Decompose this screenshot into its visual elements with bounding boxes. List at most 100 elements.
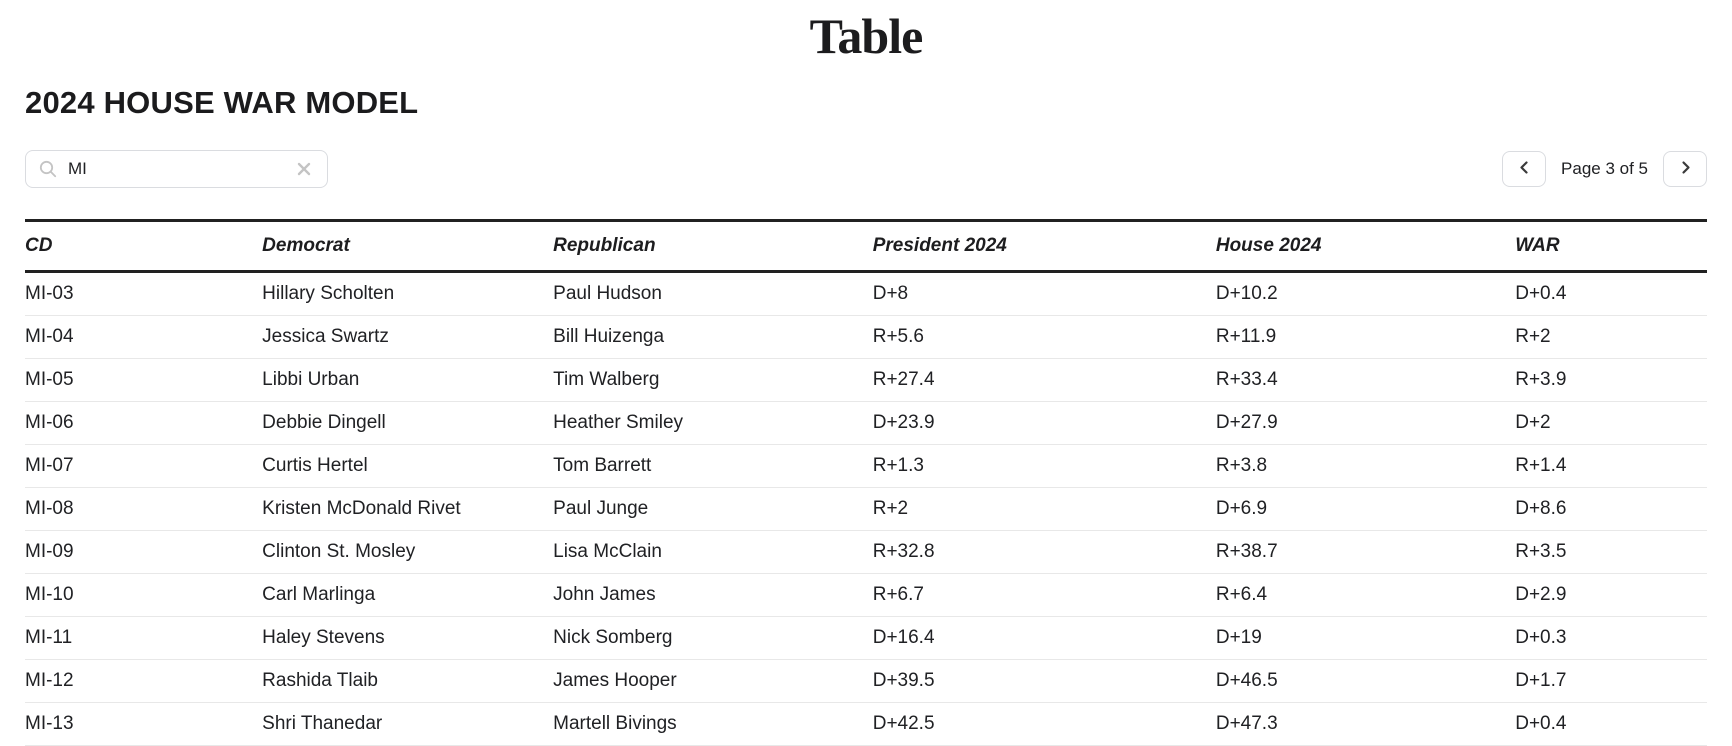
cell-republican: Heather Smiley	[553, 401, 873, 445]
cell-republican: Tim Walberg	[553, 358, 873, 402]
cell-cd: MI-13	[25, 702, 263, 746]
page-title: 2024 HOUSE WAR MODEL	[25, 85, 419, 120]
cell-war: R+1.4	[1515, 444, 1707, 488]
cell-war: D+2.9	[1515, 573, 1707, 617]
table-row: MI-13 Shri Thanedar Martell Bivings D+42.5 D…	[25, 702, 1707, 746]
cell-democrat: Kristen McDonald Rivet	[262, 487, 554, 531]
column-header-cd: CD	[25, 219, 263, 273]
prev-page-button[interactable]	[1502, 151, 1547, 187]
main-content: 2024 HOUSE WAR MODEL	[25, 86, 1707, 746]
column-header-president-2024: President 2024	[872, 219, 1216, 273]
cell-cd: MI-11	[25, 616, 263, 660]
cell-president-2024: R+6.7	[872, 573, 1216, 617]
cell-cd: MI-08	[25, 487, 263, 531]
column-header-war: WAR	[1515, 219, 1707, 273]
cell-house-2024: D+6.9	[1215, 487, 1516, 531]
cell-democrat: Rashida Tlaib	[262, 659, 554, 703]
cell-war: R+2	[1515, 315, 1707, 359]
table-row: MI-09 Clinton St. Mosley Lisa McClain R+32.…	[25, 530, 1707, 574]
cell-house-2024: R+11.9	[1215, 315, 1516, 359]
column-header-democrat: Democrat	[262, 219, 554, 273]
cell-cd: MI-10	[25, 573, 263, 617]
cell-house-2024: R+3.8	[1215, 444, 1516, 488]
cell-war: D+0.4	[1515, 702, 1707, 746]
cell-republican: Paul Hudson	[553, 271, 873, 316]
cell-president-2024: R+27.4	[872, 358, 1216, 402]
cell-president-2024: D+8	[872, 271, 1216, 316]
cell-cd: MI-04	[25, 315, 263, 359]
cell-democrat: Jessica Swartz	[262, 315, 554, 359]
column-header-republican: Republican	[553, 219, 873, 273]
cell-republican: Martell Bivings	[553, 702, 873, 746]
clear-search-button[interactable]	[293, 158, 315, 180]
cell-democrat: Clinton St. Mosley	[262, 530, 554, 574]
masthead: Table	[0, 0, 1732, 64]
cell-war: D+1.7	[1515, 659, 1707, 703]
table-row: MI-07 Curtis Hertel Tom Barrett R+1.3 R+3.8 R…	[25, 444, 1707, 488]
chevron-right-icon	[1678, 160, 1693, 178]
cell-house-2024: D+27.9	[1215, 401, 1516, 445]
cell-president-2024: D+42.5	[872, 702, 1216, 746]
cell-cd: MI-03	[25, 271, 263, 316]
cell-republican: Lisa McClain	[553, 530, 873, 574]
table-row: MI-06 Debbie Dingell Heather Smiley D+23.9 D…	[25, 401, 1707, 445]
table-header-row: CD Democrat Republican President 2024 House …	[25, 219, 1707, 273]
cell-war: R+3.5	[1515, 530, 1707, 574]
chevron-left-icon	[1517, 160, 1532, 178]
cell-president-2024: D+16.4	[872, 616, 1216, 660]
search-input[interactable]	[68, 159, 293, 179]
cell-house-2024: R+38.7	[1215, 530, 1516, 574]
x-clear-icon	[295, 160, 313, 178]
cell-war: D+0.4	[1515, 271, 1707, 316]
cell-president-2024: R+5.6	[872, 315, 1216, 359]
table-row: MI-11 Haley Stevens Nick Somberg D+16.4 D+19…	[25, 616, 1707, 660]
search-box[interactable]	[25, 150, 328, 188]
table-row: MI-12 Rashida Tlaib James Hooper D+39.5 D+46…	[25, 659, 1707, 703]
cell-war: D+8.6	[1515, 487, 1707, 531]
cell-democrat: Shri Thanedar	[262, 702, 554, 746]
cell-democrat: Curtis Hertel	[262, 444, 554, 488]
cell-war: R+3.9	[1515, 358, 1707, 402]
table-row: MI-10 Carl Marlinga John James R+6.7 R+6.4 D+…	[25, 573, 1707, 617]
cell-republican: Tom Barrett	[553, 444, 873, 488]
cell-president-2024: R+32.8	[872, 530, 1216, 574]
cell-cd: MI-12	[25, 659, 263, 703]
cell-republican: Nick Somberg	[553, 616, 873, 660]
cell-republican: James Hooper	[553, 659, 873, 703]
pagination: Page 3 of 5	[1502, 151, 1707, 187]
cell-president-2024: D+23.9	[872, 401, 1216, 445]
site-logo: Table	[809, 8, 924, 64]
cell-cd: MI-09	[25, 530, 263, 574]
table-row: MI-08 Kristen McDonald Rivet Paul Junge R+2…	[25, 487, 1707, 531]
cell-democrat: Debbie Dingell	[262, 401, 554, 445]
cell-house-2024: D+19	[1215, 616, 1516, 660]
cell-cd: MI-07	[25, 444, 263, 488]
cell-republican: John James	[553, 573, 873, 617]
cell-democrat: Carl Marlinga	[262, 573, 554, 617]
cell-war: D+0.3	[1515, 616, 1707, 660]
war-model-table: CD Democrat Republican President 2024 House …	[25, 219, 1707, 746]
cell-house-2024: R+6.4	[1215, 573, 1516, 617]
cell-republican: Bill Huizenga	[553, 315, 873, 359]
cell-cd: MI-05	[25, 358, 263, 402]
cell-republican: Paul Junge	[553, 487, 873, 531]
cell-democrat: Libbi Urban	[262, 358, 554, 402]
cell-democrat: Haley Stevens	[262, 616, 554, 660]
cell-president-2024: R+1.3	[872, 444, 1216, 488]
table-row: MI-03 Hillary Scholten Paul Hudson D+8 D+10.…	[25, 271, 1707, 316]
cell-war: D+2	[1515, 401, 1707, 445]
cell-president-2024: R+2	[872, 487, 1216, 531]
page-indicator: Page 3 of 5	[1561, 159, 1648, 178]
cell-house-2024: D+10.2	[1215, 271, 1516, 316]
column-header-house-2024: House 2024	[1215, 219, 1516, 273]
search-icon	[38, 159, 58, 179]
cell-house-2024: R+33.4	[1215, 358, 1516, 402]
next-page-button[interactable]	[1663, 151, 1707, 187]
toolbar: Page 3 of 5	[25, 150, 1707, 188]
cell-house-2024: D+46.5	[1215, 659, 1516, 703]
table-row: MI-05 Libbi Urban Tim Walberg R+27.4 R+33.4 R…	[25, 358, 1707, 402]
cell-democrat: Hillary Scholten	[262, 271, 554, 316]
cell-president-2024: D+39.5	[872, 659, 1216, 703]
table-row: MI-04 Jessica Swartz Bill Huizenga R+5.6 R+1…	[25, 315, 1707, 359]
cell-cd: MI-06	[25, 401, 263, 445]
